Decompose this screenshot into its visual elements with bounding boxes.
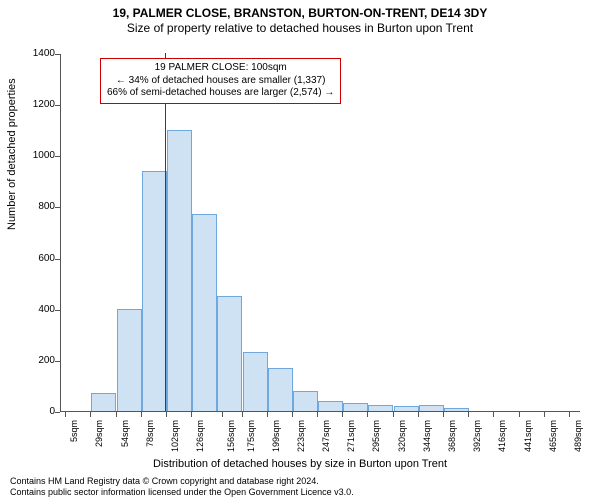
xtick-mark: [191, 412, 192, 417]
chart-title: 19, PALMER CLOSE, BRANSTON, BURTON-ON-TR…: [0, 6, 600, 21]
ytick-label: 0: [17, 406, 55, 417]
histogram-bar: [167, 130, 192, 411]
histogram-bar: [394, 406, 419, 411]
annotation-line-1: 19 PALMER CLOSE: 100sqm: [107, 62, 334, 75]
ytick-mark: [55, 105, 60, 106]
histogram-bar: [117, 309, 142, 411]
histogram-bar: [444, 408, 469, 411]
ytick-mark: [55, 207, 60, 208]
xtick-label: 392sqm: [472, 420, 482, 460]
xtick-mark: [90, 412, 91, 417]
xtick-mark: [317, 412, 318, 417]
ytick-label: 1000: [17, 150, 55, 161]
title-block: 19, PALMER CLOSE, BRANSTON, BURTON-ON-TR…: [0, 6, 600, 36]
ytick-label: 1200: [17, 99, 55, 110]
xtick-mark: [493, 412, 494, 417]
ytick-mark: [55, 361, 60, 362]
xtick-mark: [267, 412, 268, 417]
ytick-mark: [55, 156, 60, 157]
property-marker-line: [165, 53, 166, 411]
xtick-mark: [367, 412, 368, 417]
xtick-label: 465sqm: [548, 420, 558, 460]
xtick-label: 175sqm: [246, 420, 256, 460]
xtick-mark: [292, 412, 293, 417]
histogram-bar: [142, 171, 167, 411]
ytick-label: 600: [17, 253, 55, 264]
annotation-box: 19 PALMER CLOSE: 100sqm← 34% of detached…: [100, 58, 341, 104]
histogram-bar: [192, 214, 217, 411]
xtick-label: 29sqm: [94, 420, 104, 460]
xtick-label: 320sqm: [397, 420, 407, 460]
xtick-mark: [519, 412, 520, 417]
footer-attribution: Contains HM Land Registry data © Crown c…: [10, 476, 590, 498]
xtick-mark: [222, 412, 223, 417]
xtick-mark: [393, 412, 394, 417]
ytick-label: 400: [17, 304, 55, 315]
ytick-mark: [55, 259, 60, 260]
xtick-label: 271sqm: [346, 420, 356, 460]
histogram-bar: [368, 405, 393, 411]
xtick-label: 54sqm: [120, 420, 130, 460]
chart-container: 19, PALMER CLOSE, BRANSTON, BURTON-ON-TR…: [0, 0, 600, 500]
xtick-label: 223sqm: [296, 420, 306, 460]
histogram-bar: [419, 405, 444, 411]
chart-subtitle: Size of property relative to detached ho…: [0, 21, 600, 36]
xtick-label: 5sqm: [69, 420, 79, 460]
xtick-label: 247sqm: [321, 420, 331, 460]
histogram-bar: [293, 391, 318, 411]
xtick-label: 295sqm: [371, 420, 381, 460]
ytick-mark: [55, 310, 60, 311]
annotation-line-2: ← 34% of detached houses are smaller (1,…: [107, 75, 334, 88]
xtick-label: 416sqm: [497, 420, 507, 460]
xtick-mark: [65, 412, 66, 417]
xtick-label: 126sqm: [195, 420, 205, 460]
plot-area: [60, 54, 580, 412]
footer-line1: Contains HM Land Registry data © Crown c…: [10, 476, 590, 487]
xtick-mark: [166, 412, 167, 417]
xtick-label: 344sqm: [422, 420, 432, 460]
footer-line2: Contains public sector information licen…: [10, 487, 590, 498]
ytick-mark: [55, 54, 60, 55]
ytick-label: 200: [17, 355, 55, 366]
histogram-bar: [91, 393, 116, 411]
annotation-line-3: 66% of semi-detached houses are larger (…: [107, 87, 334, 100]
ytick-label: 1400: [17, 48, 55, 59]
xtick-label: 368sqm: [447, 420, 457, 460]
xtick-label: 156sqm: [226, 420, 236, 460]
ytick-mark: [55, 412, 60, 413]
xtick-label: 199sqm: [271, 420, 281, 460]
xtick-mark: [443, 412, 444, 417]
histogram-bar: [217, 296, 242, 411]
xtick-mark: [116, 412, 117, 417]
histogram-bar: [243, 352, 268, 411]
xtick-mark: [544, 412, 545, 417]
xtick-mark: [141, 412, 142, 417]
xtick-label: 489sqm: [573, 420, 583, 460]
xtick-mark: [342, 412, 343, 417]
histogram-bar: [343, 403, 368, 411]
xtick-label: 78sqm: [145, 420, 155, 460]
xtick-mark: [242, 412, 243, 417]
ytick-label: 800: [17, 201, 55, 212]
xtick-label: 441sqm: [523, 420, 533, 460]
xtick-mark: [418, 412, 419, 417]
xtick-mark: [569, 412, 570, 417]
xtick-label: 102sqm: [170, 420, 180, 460]
histogram-bar: [268, 368, 293, 411]
xtick-mark: [468, 412, 469, 417]
histogram-bar: [318, 401, 343, 411]
